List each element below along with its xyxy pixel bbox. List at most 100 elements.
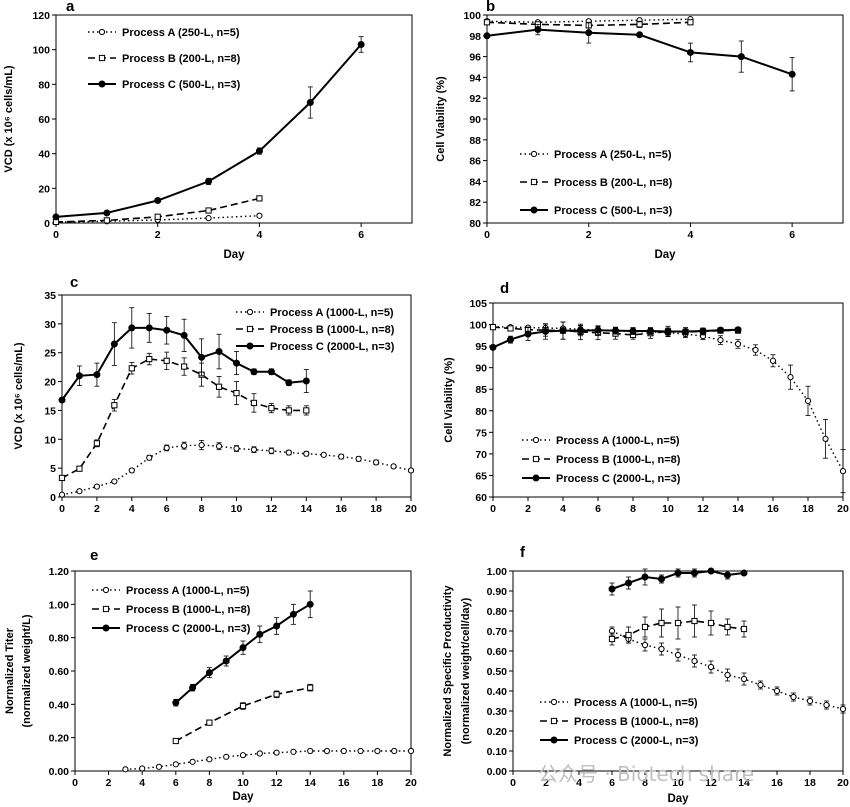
x-tick-label: 6 bbox=[595, 503, 601, 515]
y-tick-label: 5 bbox=[50, 463, 56, 475]
y-tick-label: 35 bbox=[44, 290, 56, 302]
legend-label: Process B (1000-L, n=8) bbox=[574, 716, 699, 728]
x-tick-label: 16 bbox=[767, 503, 779, 515]
data-point bbox=[542, 327, 549, 335]
data-point bbox=[608, 585, 616, 593]
data-point bbox=[357, 747, 364, 755]
data-point bbox=[172, 699, 180, 707]
data-point bbox=[737, 53, 745, 61]
x-tick-label: 20 bbox=[405, 503, 417, 515]
series-line bbox=[175, 686, 311, 742]
data-point bbox=[289, 610, 297, 618]
y-tick-label: 120 bbox=[32, 10, 50, 22]
data-point bbox=[198, 441, 205, 449]
chart-panel-d: d 0 2 4 6 8 10 12 14 16 18 20 60 65 70 75 80 85 90 95 100 105… bbox=[443, 280, 849, 515]
data-point bbox=[790, 693, 797, 701]
data-point bbox=[687, 19, 694, 26]
data-point bbox=[787, 374, 794, 381]
data-point bbox=[250, 368, 258, 376]
legend-marker bbox=[102, 605, 110, 613]
y-axis-label: VCD (x 10⁶ cells/mL) bbox=[3, 65, 15, 172]
data-point bbox=[769, 357, 777, 364]
y-tick-label: 100 bbox=[463, 10, 481, 22]
series-line bbox=[125, 750, 411, 770]
x-tick-label: 0 bbox=[59, 503, 65, 515]
y-tick-label: 20 bbox=[38, 183, 50, 195]
x-tick-label: 16 bbox=[771, 777, 783, 789]
data-point bbox=[205, 215, 212, 222]
watermark-text: 公众号 · Biotech share bbox=[538, 762, 755, 786]
y-tick-label: 100 bbox=[32, 45, 50, 57]
data-point bbox=[641, 623, 649, 631]
legend-marker bbox=[530, 150, 538, 158]
data-point bbox=[507, 325, 514, 332]
x-tick-label: 20 bbox=[837, 503, 849, 515]
y-tick-label: 30 bbox=[44, 319, 56, 331]
y-tick-label: 92 bbox=[469, 93, 481, 105]
series-A bbox=[608, 626, 847, 714]
legend-marker bbox=[102, 624, 110, 632]
x-tick-label: 2 bbox=[543, 777, 549, 789]
data-point bbox=[163, 357, 170, 364]
y-tick-label: 25 bbox=[44, 348, 56, 360]
x-tick-label: 2 bbox=[155, 229, 161, 241]
x-tick-label: 14 bbox=[732, 503, 744, 515]
data-point bbox=[483, 32, 491, 40]
x-tick-label: 16 bbox=[335, 503, 347, 515]
data-point bbox=[559, 327, 567, 335]
x-tick-label: 8 bbox=[206, 777, 212, 789]
data-point bbox=[303, 450, 310, 457]
x-tick-label: 2 bbox=[106, 777, 112, 789]
data-point bbox=[724, 623, 731, 631]
data-point bbox=[483, 19, 491, 26]
y-axis-label-unit: (normalized weight/L) bbox=[21, 614, 33, 727]
data-point bbox=[674, 619, 682, 627]
y-tick-label: 20 bbox=[44, 377, 56, 389]
y-tick-label: 96 bbox=[469, 52, 481, 64]
legend-marker bbox=[102, 586, 110, 594]
data-point bbox=[658, 575, 665, 583]
y-tick-label: 0.50 bbox=[487, 666, 508, 678]
legend-marker bbox=[246, 325, 254, 333]
data-point bbox=[625, 579, 632, 587]
data-point bbox=[155, 763, 163, 770]
y-axis-label-unit: (normalized weight/cell/day) bbox=[460, 597, 472, 744]
data-point bbox=[268, 405, 275, 412]
panel-letter: f bbox=[520, 544, 526, 561]
y-tick-label: 86 bbox=[469, 156, 481, 168]
data-point bbox=[608, 635, 616, 643]
data-point bbox=[52, 213, 60, 221]
x-tick-label: 12 bbox=[697, 503, 709, 515]
data-point bbox=[629, 327, 637, 335]
data-point bbox=[273, 691, 280, 698]
y-tick-label: 60 bbox=[475, 492, 487, 504]
legend-label: Process A (1000-L, n=5) bbox=[574, 697, 698, 709]
data-point bbox=[734, 340, 742, 348]
data-point bbox=[658, 619, 665, 627]
data-point bbox=[110, 340, 118, 348]
data-point bbox=[285, 407, 292, 414]
data-point bbox=[139, 765, 146, 772]
data-point bbox=[373, 459, 380, 466]
data-point bbox=[233, 390, 240, 397]
data-point bbox=[806, 697, 814, 705]
x-tick-label: 14 bbox=[300, 503, 312, 515]
data-point bbox=[636, 31, 644, 39]
data-point bbox=[250, 399, 258, 407]
data-point bbox=[256, 195, 263, 202]
data-point bbox=[256, 750, 263, 757]
legend-label: Process C (2000-L, n=3) bbox=[574, 735, 699, 747]
data-point bbox=[658, 645, 665, 653]
legend-marker bbox=[550, 698, 558, 706]
data-point bbox=[773, 687, 781, 695]
x-tick-label: 0 bbox=[53, 229, 59, 241]
y-tick-label: 0.70 bbox=[487, 626, 508, 638]
data-point bbox=[740, 625, 748, 633]
data-point bbox=[691, 617, 698, 625]
data-point bbox=[340, 747, 347, 755]
x-tick-label: 8 bbox=[630, 503, 636, 515]
y-tick-label: 0.10 bbox=[487, 746, 508, 758]
legend-label: Process C (2000-L, n=3) bbox=[270, 341, 395, 353]
y-tick-label: 105 bbox=[469, 298, 487, 310]
data-point bbox=[239, 752, 247, 759]
